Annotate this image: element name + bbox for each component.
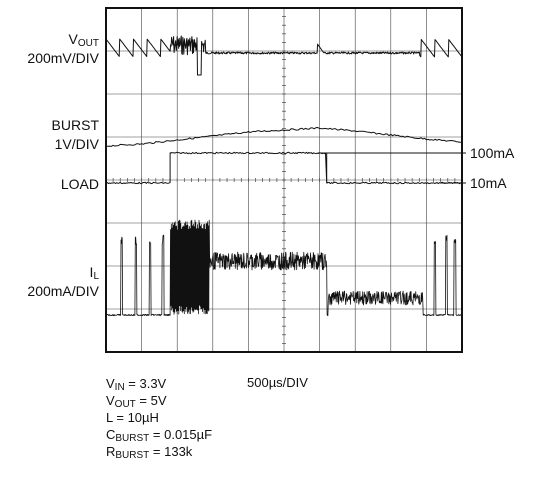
load-label: LOAD xyxy=(60,176,99,192)
condition-vout: VOUT = 5V xyxy=(106,393,167,410)
il-label: IL xyxy=(89,264,99,282)
grid xyxy=(105,7,463,353)
burst-scale-label: 1V/DIV xyxy=(54,136,99,152)
level-100ma-label: 100mA xyxy=(470,145,515,161)
condition-cburst: CBURST = 0.015µF xyxy=(106,427,213,444)
vout-label: VOUT xyxy=(68,31,99,49)
load-trace xyxy=(105,151,463,185)
condition-vin: VIN = 3.3V xyxy=(106,376,167,393)
plot-border xyxy=(105,7,463,353)
vout-scale-label: 200mV/DIV xyxy=(27,50,99,66)
burst-trace xyxy=(105,127,463,147)
level-10ma-label: 10mA xyxy=(470,175,507,191)
condition-inductor: L = 10µH xyxy=(106,410,159,425)
timebase-label: 500µs/DIV xyxy=(247,375,308,390)
condition-rburst: RBURST = 133k xyxy=(106,444,193,461)
il-scale-label: 200mA/DIV xyxy=(27,283,99,299)
burst-label: BURST xyxy=(51,117,99,133)
vout-trace xyxy=(105,35,463,76)
traces xyxy=(105,35,463,317)
il-trace xyxy=(105,219,463,317)
